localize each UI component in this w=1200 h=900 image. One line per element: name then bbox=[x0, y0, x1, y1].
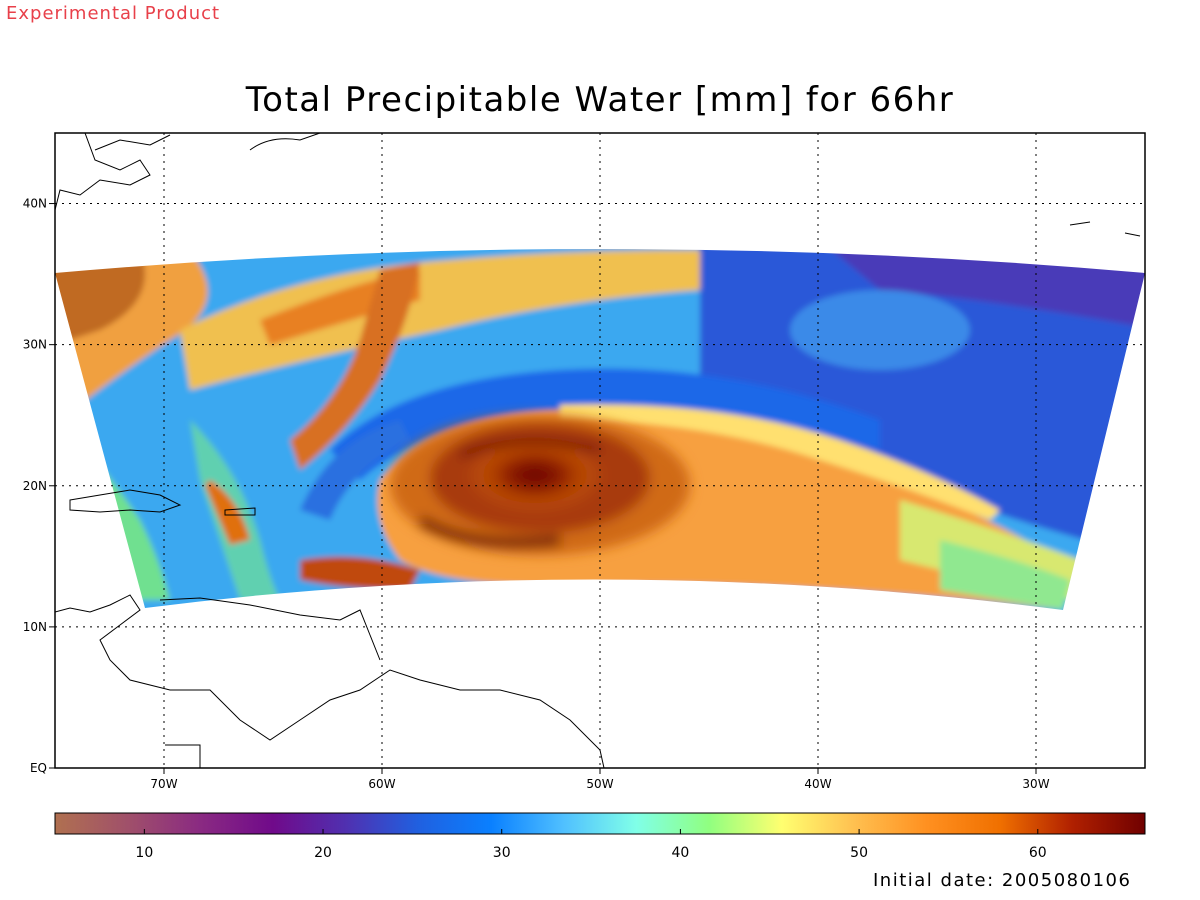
lat-tick-label: EQ bbox=[30, 761, 47, 775]
map-title: Total Precipitable Water [mm] for 66hr bbox=[245, 80, 955, 120]
cyclone-core bbox=[390, 415, 690, 555]
colorbar bbox=[54, 812, 1146, 835]
colorbar-tick-label: 40 bbox=[671, 845, 689, 861]
graticule bbox=[55, 133, 1145, 768]
coastlines bbox=[55, 133, 1141, 768]
precipitable-water-field bbox=[55, 133, 1145, 768]
longitude-axis: 70W 60W 50W 40W 30W bbox=[150, 768, 1050, 791]
colorbar-tick-label: 10 bbox=[135, 845, 153, 861]
lon-tick-label: 50W bbox=[586, 777, 613, 791]
colorbar-tick-label: 50 bbox=[850, 845, 868, 861]
colorbar-ticks: 10 20 30 40 50 60 bbox=[135, 829, 1047, 861]
lon-tick-label: 70W bbox=[150, 777, 177, 791]
lat-tick-label: 20N bbox=[23, 479, 47, 493]
lat-tick-label: 10N bbox=[23, 620, 47, 634]
latitude-axis: EQ 10N 20N 30N 40N bbox=[23, 197, 55, 775]
lon-tick-label: 40W bbox=[804, 777, 831, 791]
lat-tick-label: 40N bbox=[23, 197, 47, 211]
lon-tick-label: 60W bbox=[368, 777, 395, 791]
experimental-product-label: Experimental Product bbox=[6, 3, 221, 24]
initial-date: Initial date: 2005080106 bbox=[873, 870, 1132, 891]
lat-tick-label: 30N bbox=[23, 338, 47, 352]
colorbar-tick-label: 20 bbox=[314, 845, 332, 861]
lon-tick-label: 30W bbox=[1022, 777, 1049, 791]
colorbar-tick-label: 30 bbox=[493, 845, 511, 861]
colorbar-tick-label: 60 bbox=[1029, 845, 1047, 861]
